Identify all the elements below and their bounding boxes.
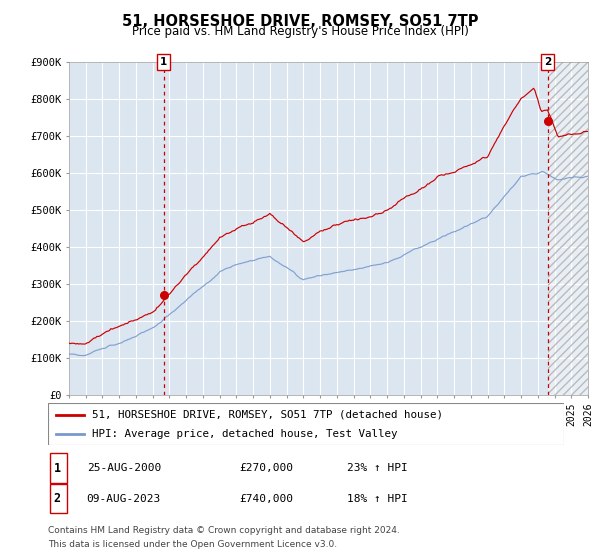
Text: HPI: Average price, detached house, Test Valley: HPI: Average price, detached house, Test…: [92, 429, 397, 439]
Bar: [548, 62, 588, 395]
Text: 1: 1: [160, 57, 167, 67]
Text: £740,000: £740,000: [239, 493, 293, 503]
Text: 1: 1: [54, 461, 61, 475]
Text: 18% ↑ HPI: 18% ↑ HPI: [347, 493, 408, 503]
FancyBboxPatch shape: [50, 484, 67, 514]
Text: 25-AUG-2000: 25-AUG-2000: [86, 463, 161, 473]
Text: 2: 2: [544, 57, 551, 67]
Text: £270,000: £270,000: [239, 463, 293, 473]
Text: 09-AUG-2023: 09-AUG-2023: [86, 493, 161, 503]
FancyBboxPatch shape: [50, 454, 67, 483]
FancyBboxPatch shape: [48, 403, 564, 445]
Text: Contains HM Land Registry data © Crown copyright and database right 2024.: Contains HM Land Registry data © Crown c…: [48, 526, 400, 535]
Bar: [548, 62, 588, 395]
Text: 2: 2: [54, 492, 61, 505]
Text: Price paid vs. HM Land Registry's House Price Index (HPI): Price paid vs. HM Land Registry's House …: [131, 25, 469, 38]
Text: 23% ↑ HPI: 23% ↑ HPI: [347, 463, 408, 473]
Text: 51, HORSESHOE DRIVE, ROMSEY, SO51 7TP: 51, HORSESHOE DRIVE, ROMSEY, SO51 7TP: [122, 14, 478, 29]
Text: This data is licensed under the Open Government Licence v3.0.: This data is licensed under the Open Gov…: [48, 540, 337, 549]
Text: 51, HORSESHOE DRIVE, ROMSEY, SO51 7TP (detached house): 51, HORSESHOE DRIVE, ROMSEY, SO51 7TP (d…: [92, 409, 443, 419]
